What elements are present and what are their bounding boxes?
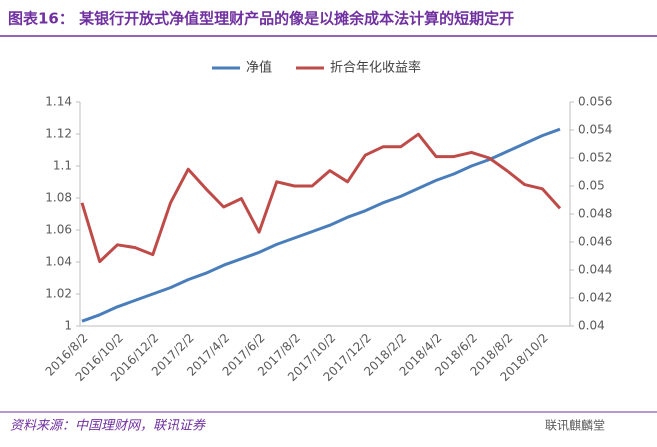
series-line (80, 132, 562, 264)
y2-tick-label: 0.044 (578, 263, 612, 277)
source-note: 资料来源：中国理财网，联讯证券 (10, 419, 206, 434)
watermark: 联讯麒麟堂 (545, 418, 605, 433)
y2-tick-label: 0.052 (578, 151, 612, 165)
y-tick-label: 1.06 (45, 223, 72, 237)
legend-label: 净值 (246, 60, 272, 76)
y2-tick-label: 0.05 (578, 179, 605, 193)
series-line (81, 127, 561, 323)
y2-tick-label: 0.042 (578, 291, 612, 305)
y2-tick-label: 0.054 (578, 123, 612, 137)
y-tick-label: 1.14 (45, 95, 72, 109)
legend-label: 折合年化收益率 (330, 60, 421, 76)
y2-tick-label: 0.056 (578, 95, 612, 109)
y2-tick-label: 0.046 (578, 235, 612, 249)
y-tick-label: 1.02 (45, 287, 72, 301)
y-tick-label: 1.1 (53, 159, 72, 173)
y2-tick-label: 0.04 (578, 319, 605, 333)
y-tick-label: 1.08 (45, 191, 72, 205)
y-tick-label: 1.04 (45, 255, 72, 269)
chart-title: 图表16： 某银行开放式净值型理财产品的像是以摊余成本法计算的短期定开 (8, 10, 514, 28)
y-tick-label: 1 (64, 319, 72, 333)
y2-tick-label: 0.048 (578, 207, 612, 221)
y-tick-label: 1.12 (45, 127, 72, 141)
